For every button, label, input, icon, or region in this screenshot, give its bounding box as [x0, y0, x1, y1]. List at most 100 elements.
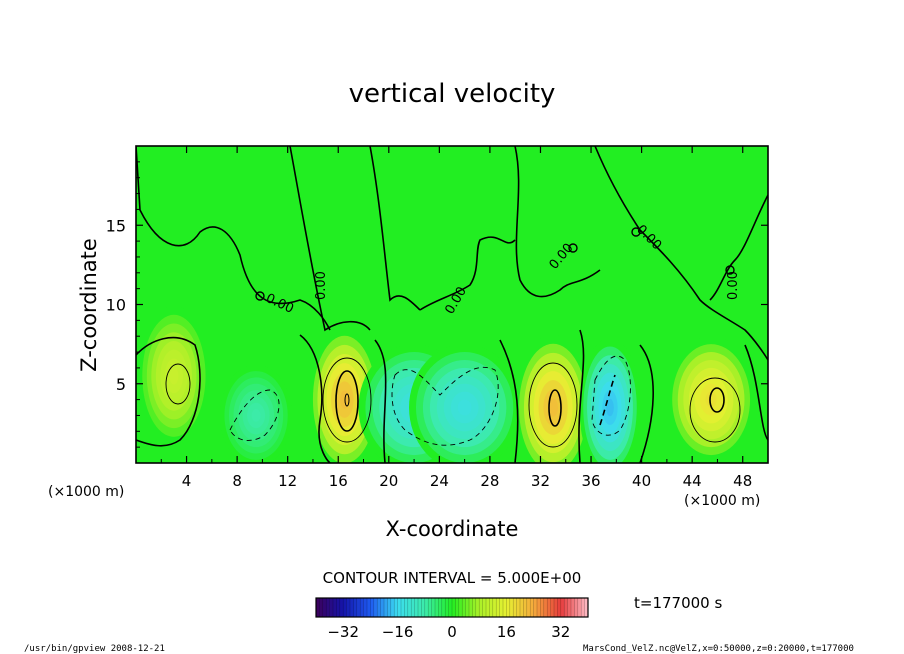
colorbar-swatch	[329, 598, 334, 617]
colorbar-swatch	[441, 598, 446, 617]
contour-lines	[136, 146, 768, 463]
colorbar-tick-label: −32	[327, 623, 359, 641]
colorbar-ticks: −32 −16 0 16 32	[327, 623, 570, 641]
colorbar-swatch	[326, 598, 330, 617]
colorbar-swatch	[418, 598, 422, 617]
colorbar-swatch	[540, 598, 545, 617]
x-tick-label: 24	[430, 472, 449, 490]
colorbar-stripes	[315, 598, 589, 617]
contour-zero-1	[136, 336, 201, 447]
colorbar-swatch	[452, 598, 456, 617]
contour-zero-loop-3	[631, 227, 641, 237]
colorbar-swatch	[520, 598, 524, 617]
colorbar-swatch	[380, 598, 385, 617]
colorbar-swatch	[533, 598, 538, 617]
y-tick-label: 15	[106, 216, 126, 235]
x-tick-label: 12	[278, 472, 297, 490]
colorbar-swatch	[571, 598, 575, 617]
colorbar-swatch	[513, 598, 517, 617]
colorbar-swatch	[581, 598, 585, 617]
colorbar-swatch	[560, 598, 565, 617]
colorbar-swatch	[421, 598, 426, 617]
x-tick-label: 28	[480, 472, 499, 490]
colorbar-swatch	[516, 598, 521, 617]
x-tick-label: 4	[182, 472, 192, 490]
heatmap-cell-ring	[548, 398, 558, 417]
colorbar-swatch	[356, 598, 361, 617]
x-tick-label: 36	[581, 472, 600, 490]
colorbar-swatch	[499, 598, 504, 617]
colorbar-swatch	[537, 598, 541, 617]
colorbar-swatch	[567, 598, 572, 617]
contour-zero-4	[369, 146, 421, 311]
colorbar-swatch	[350, 598, 354, 617]
colorbar-frame	[315, 597, 589, 618]
colorbar-swatch	[411, 598, 415, 617]
time-text: t=177000 s	[634, 594, 722, 612]
colorbar-swatch	[530, 598, 534, 617]
contour-label-2: 0.00	[314, 271, 329, 300]
contour-negative-2	[391, 366, 499, 446]
contour-positive-3	[344, 393, 350, 407]
x-tick-label: 44	[683, 472, 702, 490]
contour-positive-2	[335, 370, 359, 432]
colorbar-swatch	[316, 598, 320, 617]
colorbar-swatch	[401, 598, 405, 617]
colorbar-tick-label: 0	[447, 623, 457, 641]
colorbar-swatch	[503, 598, 507, 617]
colorbar-swatch	[554, 598, 558, 617]
colorbar-swatch	[407, 598, 412, 617]
y-tick-label: 10	[106, 296, 126, 315]
heatmap-cell-ring	[169, 367, 179, 385]
colorbar-swatch	[322, 598, 327, 617]
colorbar-swatch	[397, 598, 402, 617]
colorbar-tick-label: 16	[497, 623, 516, 641]
colorbar-swatch	[489, 598, 494, 617]
heatmap-cell-ring	[251, 409, 261, 422]
colorbar: −32 −16 0 16 32	[315, 597, 589, 641]
colorbar-swatch	[482, 598, 487, 617]
contour-zero-2	[136, 146, 331, 331]
heatmap-cell	[666, 336, 756, 463]
colorbar-swatch	[462, 598, 466, 617]
heatmap-cell-ring	[705, 391, 717, 408]
contour-zero-loop-4	[725, 265, 735, 275]
colorbar-swatch	[336, 598, 341, 617]
contour-interval-text: CONTOUR INTERVAL = 5.000E+00	[323, 569, 582, 587]
colorbar-swatch	[550, 598, 555, 617]
colorbar-swatch	[428, 598, 432, 617]
colorbar-swatch	[496, 598, 500, 617]
colorbar-swatch	[543, 598, 548, 617]
x-tick-label: 8	[232, 472, 242, 490]
colorbar-swatch	[574, 598, 579, 617]
colorbar-swatch	[363, 598, 368, 617]
colorbar-swatch	[387, 598, 392, 617]
heatmap-cell-ring	[606, 398, 614, 417]
contour-positive-4	[528, 362, 578, 448]
footer-source: MarsCond_VelZ.nc@VelZ,x=0:50000,z=0:2000…	[583, 644, 854, 654]
contour-zero-9	[299, 334, 331, 463]
colorbar-swatch	[479, 598, 483, 617]
colorbar-swatch	[577, 598, 582, 617]
colorbar-swatch	[547, 598, 551, 617]
colorbar-swatch	[557, 598, 562, 617]
contour-zero-6	[514, 146, 601, 298]
y-axis-label: Z-coordinate	[77, 238, 101, 372]
contour-zero-loop-1	[255, 291, 265, 301]
x-tick-label: 40	[632, 472, 651, 490]
colorbar-swatch	[492, 598, 497, 617]
colorbar-swatch	[424, 598, 429, 617]
colorbar-swatch	[469, 598, 473, 617]
colorbar-swatch	[458, 598, 463, 617]
heatmap-cell	[137, 306, 211, 446]
contour-label-6: 0.00	[726, 271, 741, 300]
contour-positive-6	[689, 377, 741, 443]
colorbar-swatch	[367, 598, 371, 617]
contour-negative-1	[229, 389, 280, 441]
colorbar-swatch	[448, 598, 453, 617]
x-tick-label: 32	[531, 472, 550, 490]
contour-zero-8	[709, 194, 768, 301]
colorbar-swatch	[360, 598, 364, 617]
contour-positive-5	[548, 389, 562, 427]
